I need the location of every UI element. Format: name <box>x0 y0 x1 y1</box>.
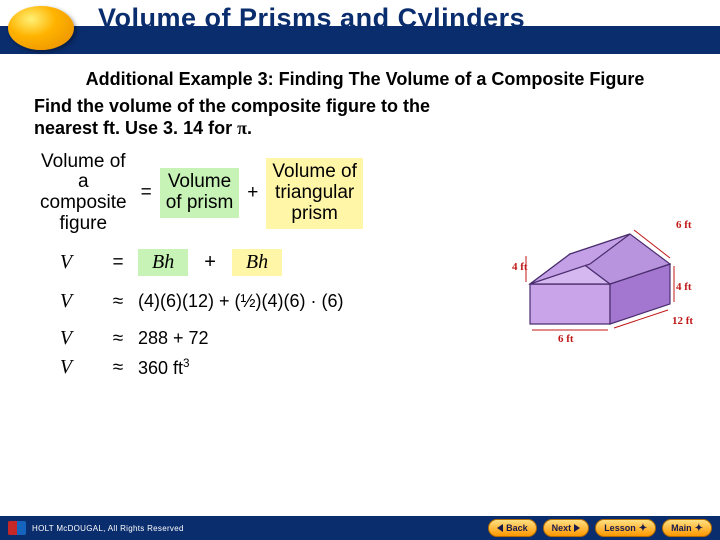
prompt-line-1: Find the volume of the composite figure … <box>34 96 430 116</box>
slide-header: Volume of Prisms and Cylinders <box>0 0 720 54</box>
example-subtitle: Additional Example 3: Finding The Volume… <box>34 64 696 93</box>
dim-side-h: 4 ft <box>676 281 692 293</box>
star-icon: ✦ <box>639 523 647 534</box>
dim-width: 6 ft <box>558 333 574 345</box>
chevron-right-icon <box>574 524 580 532</box>
composite-figure-diagram: 6 ft 4 ft 4 ft 12 ft 6 ft <box>510 214 706 346</box>
back-button[interactable]: Back <box>488 519 537 537</box>
term-prism: Volume of prism <box>160 168 240 218</box>
equals-sign: = <box>133 182 160 204</box>
term-triangular-prism: Volume of triangular prism <box>266 158 363 229</box>
header-orb-icon <box>8 6 74 50</box>
prompt-line-2b: . <box>247 118 252 138</box>
term-composite: Volume of a composite figure <box>34 148 133 240</box>
next-button[interactable]: Next <box>543 519 590 537</box>
plus-sign: + <box>239 182 266 204</box>
copyright-block: HOLT McDOUGAL, All Rights Reserved <box>8 521 184 535</box>
slide-title: Volume of Prisms and Cylinders <box>98 3 525 34</box>
copyright-text: HOLT McDOUGAL, All Rights Reserved <box>32 524 184 533</box>
problem-prompt: Find the volume of the composite figure … <box>34 95 696 140</box>
main-button[interactable]: Main ✦ <box>662 519 712 537</box>
chevron-left-icon <box>497 524 503 532</box>
dim-top: 6 ft <box>676 219 692 231</box>
calc-row-4: V ≈ 360 ft3 <box>34 356 696 379</box>
pi-symbol: π <box>237 118 247 138</box>
bh-yellow: Bh <box>232 249 282 276</box>
dim-depth: 12 ft <box>672 315 693 327</box>
lesson-button[interactable]: Lesson ✦ <box>595 519 656 537</box>
prompt-line-2a: nearest ft. Use 3. 14 for <box>34 118 237 138</box>
publisher-logo-icon <box>8 521 26 535</box>
bh-green: Bh <box>138 249 188 276</box>
slide-footer: HOLT McDOUGAL, All Rights Reserved Back … <box>0 516 720 540</box>
nav-button-group: Back Next Lesson ✦ Main ✦ <box>488 519 712 537</box>
star-icon: ✦ <box>695 523 703 534</box>
